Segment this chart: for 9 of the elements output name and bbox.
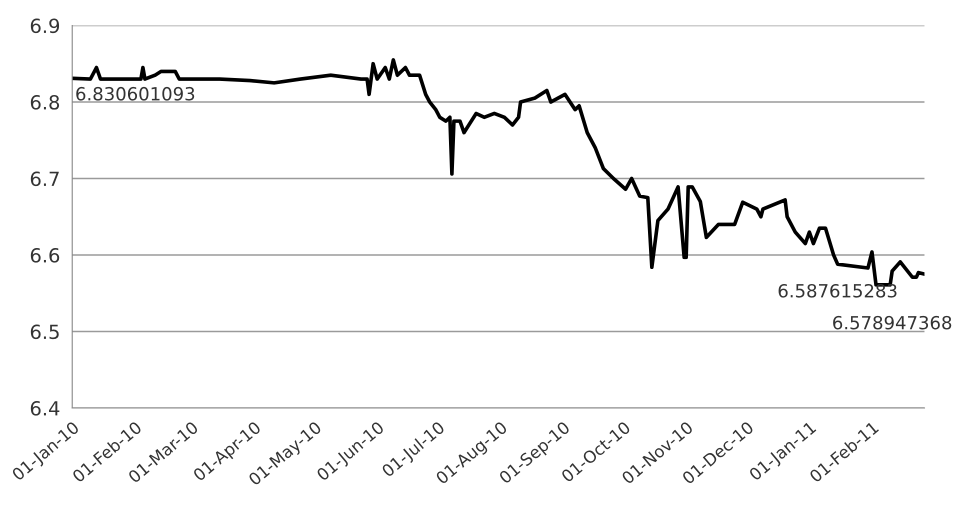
y-tick-label: 6.8 xyxy=(30,94,60,110)
annotation: 6.578947368 xyxy=(833,316,952,330)
annotation: 6.830601093 xyxy=(76,86,194,101)
y-tick-label: 6.9 xyxy=(30,18,60,34)
y-tick-label: 6.4 xyxy=(30,400,60,416)
y-tick-label: 6.7 xyxy=(30,171,59,186)
annotation: 6.587615283 xyxy=(778,284,896,298)
y-tick-label: 6.5 xyxy=(30,324,59,340)
y-tick-label: 6.6 xyxy=(30,248,60,263)
